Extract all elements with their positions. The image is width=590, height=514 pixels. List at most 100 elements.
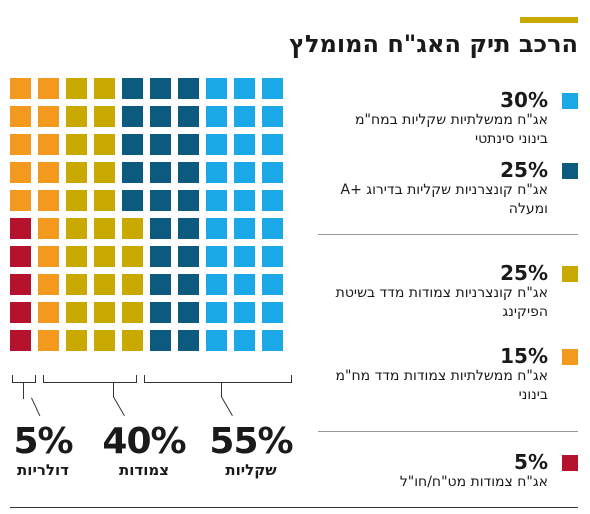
waffle-cell-gov_cpi bbox=[234, 134, 255, 155]
waffle-cell-corp_shekel bbox=[178, 330, 199, 351]
waffle-cell-gov_linked bbox=[38, 218, 59, 239]
waffle-cell-corp_cpi bbox=[94, 78, 115, 99]
waffle-cell-gov_cpi bbox=[234, 162, 255, 183]
waffle-cell-gov_linked bbox=[38, 330, 59, 351]
waffle-cell-gov_cpi bbox=[262, 134, 283, 155]
waffle-cell-corp_cpi bbox=[94, 274, 115, 295]
group-label-dollar: דולריות bbox=[17, 461, 69, 479]
waffle-cell-gov_cpi bbox=[262, 274, 283, 295]
waffle-cell-gov_linked bbox=[38, 302, 59, 323]
waffle-cell-corp_cpi bbox=[94, 302, 115, 323]
legend-item-corp-shekel: 25% אג"ח קונצרניות שקליות בדירוג +A ומעל… bbox=[328, 159, 578, 219]
legend-pct: 5% bbox=[514, 450, 548, 474]
waffle-cell-gov_cpi bbox=[206, 190, 227, 211]
legend-text: אג"ח קונצרניות שקליות בדירוג +A ומעלה bbox=[340, 182, 548, 217]
waffle-cell-corp_shekel bbox=[150, 190, 171, 211]
waffle-chart bbox=[10, 78, 283, 351]
waffle-cell-corp_shekel bbox=[150, 134, 171, 155]
legend-divider bbox=[318, 234, 578, 235]
waffle-cell-corp_shekel bbox=[150, 162, 171, 183]
waffle-cell-fx bbox=[10, 274, 31, 295]
legend-swatch bbox=[562, 266, 578, 282]
waffle-cell-corp_shekel bbox=[178, 78, 199, 99]
waffle-cell-corp_cpi bbox=[122, 330, 143, 351]
waffle-cell-fx bbox=[10, 246, 31, 267]
waffle-cell-corp_cpi bbox=[66, 162, 87, 183]
bracket-linked-stem bbox=[113, 383, 114, 397]
bracket-dollar bbox=[12, 375, 36, 383]
bracket-shekel-stem bbox=[221, 383, 222, 397]
waffle-cell-corp_shekel bbox=[150, 274, 171, 295]
waffle-cell-corp_cpi bbox=[94, 330, 115, 351]
waffle-cell-corp_cpi bbox=[122, 302, 143, 323]
title-accent-bar bbox=[520, 17, 578, 23]
waffle-cell-gov_linked bbox=[38, 246, 59, 267]
waffle-cell-gov_cpi bbox=[206, 246, 227, 267]
waffle-cell-gov_linked bbox=[10, 106, 31, 127]
waffle-cell-corp_shekel bbox=[150, 302, 171, 323]
waffle-cell-gov_linked bbox=[38, 134, 59, 155]
bracket-shekel-leader bbox=[221, 396, 233, 417]
bracket-dollar-leader bbox=[31, 397, 41, 417]
waffle-cell-fx bbox=[10, 330, 31, 351]
waffle-cell-gov_cpi bbox=[262, 162, 283, 183]
waffle-cell-corp_cpi bbox=[66, 246, 87, 267]
waffle-cell-gov_cpi bbox=[262, 330, 283, 351]
waffle-cell-gov_cpi bbox=[234, 106, 255, 127]
waffle-cell-corp_shekel bbox=[178, 162, 199, 183]
waffle-cell-gov_linked bbox=[38, 162, 59, 183]
waffle-cell-gov_linked bbox=[38, 78, 59, 99]
waffle-cell-corp_cpi bbox=[122, 274, 143, 295]
bottom-rule bbox=[10, 507, 578, 508]
waffle-cell-gov_cpi bbox=[262, 190, 283, 211]
legend-pct: 15% bbox=[500, 344, 548, 368]
bracket-linked bbox=[43, 375, 137, 383]
waffle-cell-gov_cpi bbox=[234, 302, 255, 323]
waffle-cell-corp_cpi bbox=[66, 190, 87, 211]
legend-swatch bbox=[562, 163, 578, 179]
waffle-cell-corp_shekel bbox=[178, 218, 199, 239]
waffle-cell-gov_cpi bbox=[206, 218, 227, 239]
waffle-cell-gov_cpi bbox=[234, 274, 255, 295]
waffle-cell-corp_shekel bbox=[178, 134, 199, 155]
waffle-cell-gov_cpi bbox=[262, 106, 283, 127]
waffle-cell-gov_cpi bbox=[234, 218, 255, 239]
legend-swatch bbox=[562, 349, 578, 365]
waffle-cell-gov_cpi bbox=[206, 106, 227, 127]
waffle-cell-gov_cpi bbox=[262, 246, 283, 267]
waffle-cell-gov_cpi bbox=[234, 190, 255, 211]
waffle-cell-corp_shekel bbox=[178, 190, 199, 211]
legend-swatch bbox=[562, 455, 578, 471]
waffle-cell-corp_cpi bbox=[94, 190, 115, 211]
waffle-cell-gov_linked bbox=[10, 78, 31, 99]
bracket-shekel bbox=[144, 375, 292, 383]
waffle-cell-gov_cpi bbox=[262, 78, 283, 99]
waffle-cell-fx bbox=[10, 302, 31, 323]
waffle-cell-corp_cpi bbox=[66, 218, 87, 239]
waffle-cell-gov_cpi bbox=[206, 302, 227, 323]
waffle-cell-fx bbox=[10, 218, 31, 239]
waffle-cell-corp_cpi bbox=[66, 106, 87, 127]
legend-text: אג"ח ממשלתיות שקליות במח"מ בינוני סינתטי bbox=[355, 112, 548, 147]
waffle-cell-corp_cpi bbox=[94, 134, 115, 155]
waffle-cell-corp_shekel bbox=[150, 106, 171, 127]
waffle-cell-corp_cpi bbox=[94, 162, 115, 183]
waffle-cell-corp_cpi bbox=[66, 330, 87, 351]
waffle-cell-gov_cpi bbox=[206, 134, 227, 155]
legend-item-gov-linked: 15% אג"ח ממשלתיות צמודות מדד מח"מ בינוני bbox=[328, 345, 578, 405]
waffle-cell-corp_shekel bbox=[178, 106, 199, 127]
waffle-cell-gov_linked bbox=[10, 162, 31, 183]
waffle-cell-corp_cpi bbox=[94, 106, 115, 127]
group-pct-dollar: 5% bbox=[13, 421, 73, 462]
legend-item-gov-shekel: 30% אג"ח ממשלתיות שקליות במח"מ בינוני סי… bbox=[328, 89, 578, 149]
waffle-cell-corp_shekel bbox=[122, 106, 143, 127]
waffle-cell-gov_cpi bbox=[206, 330, 227, 351]
waffle-cell-gov_linked bbox=[10, 190, 31, 211]
waffle-cell-corp_shekel bbox=[150, 78, 171, 99]
legend-text: אג"ח צמודות מט"ח/חו"ל bbox=[399, 474, 548, 490]
waffle-cell-gov_linked bbox=[10, 134, 31, 155]
waffle-cell-gov_cpi bbox=[206, 78, 227, 99]
legend-pct: 25% bbox=[500, 261, 548, 285]
waffle-cell-corp_cpi bbox=[122, 218, 143, 239]
legend-text: אג"ח קונצרניות צמודות מדד בשיטת הפיקינג bbox=[335, 285, 548, 320]
